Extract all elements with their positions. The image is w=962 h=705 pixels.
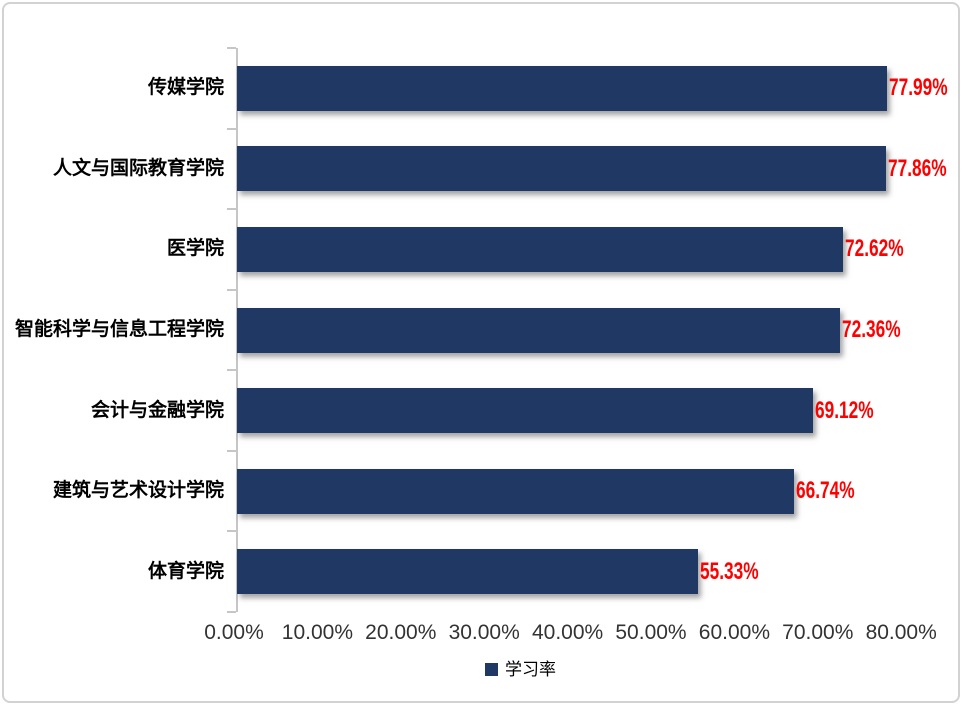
category-label: 医学院 bbox=[166, 238, 224, 260]
x-axis-tick-label: 0.00% bbox=[204, 621, 264, 644]
x-axis-tick-label: 10.00% bbox=[281, 621, 353, 644]
category-label: 体育学院 bbox=[147, 560, 224, 582]
x-axis-tick-label: 40.00% bbox=[531, 621, 604, 644]
y-axis-tick-mark bbox=[227, 530, 236, 533]
bar bbox=[237, 65, 888, 111]
bar bbox=[237, 468, 794, 514]
legend-swatch-icon bbox=[485, 663, 498, 676]
x-axis-tick-label: 30.00% bbox=[448, 621, 520, 644]
y-axis-tick-mark bbox=[227, 449, 236, 452]
y-axis-tick-mark bbox=[227, 127, 236, 130]
bar bbox=[237, 226, 843, 272]
category-label: 会计与金融学院 bbox=[90, 399, 224, 421]
legend-label: 学习率 bbox=[505, 660, 556, 679]
category-label: 人文与国际教育学院 bbox=[52, 157, 224, 179]
x-axis-tick-label: 50.00% bbox=[615, 621, 687, 644]
y-axis-tick-mark bbox=[227, 47, 236, 49]
legend: 学习率 bbox=[485, 661, 556, 678]
value-label: 72.62% bbox=[844, 235, 904, 263]
x-axis-tick-label: 20.00% bbox=[365, 621, 437, 644]
category-label: 建筑与艺术设计学院 bbox=[52, 480, 224, 502]
x-axis-tick-label: 60.00% bbox=[698, 621, 770, 644]
value-label: 55.33% bbox=[700, 557, 760, 585]
y-axis-tick-mark bbox=[227, 369, 236, 372]
value-label: 77.99% bbox=[889, 74, 949, 102]
bar bbox=[237, 549, 699, 595]
bar bbox=[237, 146, 887, 192]
y-axis-tick-mark bbox=[227, 288, 236, 291]
value-label: 66.74% bbox=[795, 477, 855, 505]
y-axis-tick-mark bbox=[227, 208, 236, 211]
x-axis-tick-label: 80.00% bbox=[865, 621, 937, 644]
y-axis-tick-mark bbox=[227, 611, 236, 613]
value-label: 72.36% bbox=[842, 316, 902, 343]
value-label: 77.86% bbox=[888, 154, 947, 182]
category-label: 传媒学院 bbox=[147, 77, 224, 99]
category-label: 智能科学与信息工程学院 bbox=[14, 319, 224, 340]
bar bbox=[237, 307, 841, 353]
x-axis-tick-label: 70.00% bbox=[782, 621, 854, 644]
bar bbox=[237, 388, 814, 434]
value-label: 69.12% bbox=[815, 396, 875, 424]
